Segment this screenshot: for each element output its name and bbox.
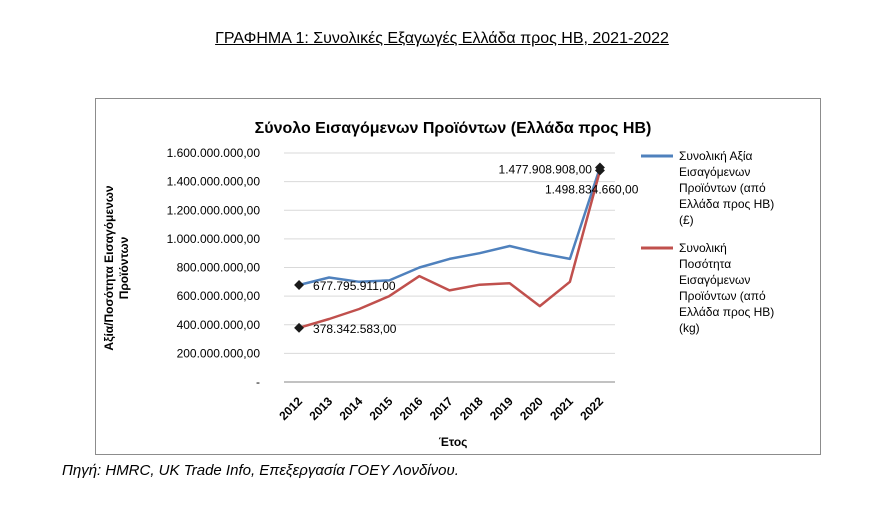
line-chart: Σύνολο Εισαγόμενων Προϊόντων (Ελλάδα προ… (102, 120, 774, 449)
legend-label: Προϊόντων (από (679, 289, 766, 303)
x-axis-title: Έτος (439, 435, 468, 449)
x-tick-label: 2019 (487, 394, 516, 423)
x-tick-label: 2012 (276, 394, 305, 423)
chart-title: Σύνολο Εισαγόμενων Προϊόντων (Ελλάδα προ… (255, 120, 652, 137)
x-tick-label: 2021 (547, 394, 576, 423)
y-axis-title: Προϊόντων (117, 236, 131, 299)
data-label: 378.342.583,00 (313, 322, 397, 336)
series-line (298, 167, 602, 287)
legend-label: Ποσότητα (679, 257, 731, 271)
document-heading: ΓΡΑΦΗΜΑ 1: Συνολικές Εξαγωγές Ελλάδα προ… (215, 30, 669, 47)
data-label: 1.498.834.660,00 (545, 182, 639, 196)
x-tick-label: 2017 (427, 394, 456, 423)
data-point-marker (294, 322, 304, 333)
x-tick-label: 2016 (397, 394, 426, 423)
y-tick-label: 800.000.000,00 (177, 261, 261, 275)
y-tick-label: - (256, 375, 260, 389)
x-tick-label: 2015 (367, 394, 396, 423)
x-tick-label: 2022 (577, 394, 606, 423)
y-tick-label: 1.000.000.000,00 (167, 232, 261, 246)
legend-label: Προϊόντων (από (679, 181, 766, 195)
y-tick-label: 200.000.000,00 (177, 346, 261, 360)
y-tick-label: 1.400.000.000,00 (167, 175, 261, 189)
x-tick-label: 2014 (337, 394, 366, 423)
legend-label: Εισαγόμενων (679, 165, 750, 179)
legend-label: Ελλάδα προς ΗΒ) (679, 305, 774, 319)
y-tick-label: 1.200.000.000,00 (167, 203, 261, 217)
data-point-marker (294, 280, 304, 290)
y-tick-label: 1.600.000.000,00 (167, 146, 261, 160)
legend-label: Συνολική (679, 241, 727, 255)
x-tick-label: 2018 (457, 394, 486, 423)
legend-label: Συνολική Αξία (679, 149, 752, 163)
legend-label: (kg) (679, 321, 700, 335)
x-tick-label: 2013 (306, 394, 335, 423)
data-label: 1.477.908.908,00 (499, 162, 593, 176)
x-tick-label: 2020 (517, 394, 546, 423)
legend-label: Ελλάδα προς ΗΒ) (679, 197, 774, 211)
legend-label: (£) (679, 213, 694, 227)
series-line (298, 170, 602, 329)
legend-label: Εισαγόμενων (679, 273, 750, 287)
chart-frame (95, 98, 821, 455)
y-tick-label: 400.000.000,00 (177, 318, 261, 332)
y-tick-label: 600.000.000,00 (177, 289, 261, 303)
y-axis-title: Αξία/Ποσότητα Εισαγόμενων (102, 185, 116, 350)
source-note: Πηγή: HMRC, UK Trade Info, Επεξεργασία Γ… (62, 462, 459, 479)
data-label: 677.795.911,00 (313, 279, 396, 293)
